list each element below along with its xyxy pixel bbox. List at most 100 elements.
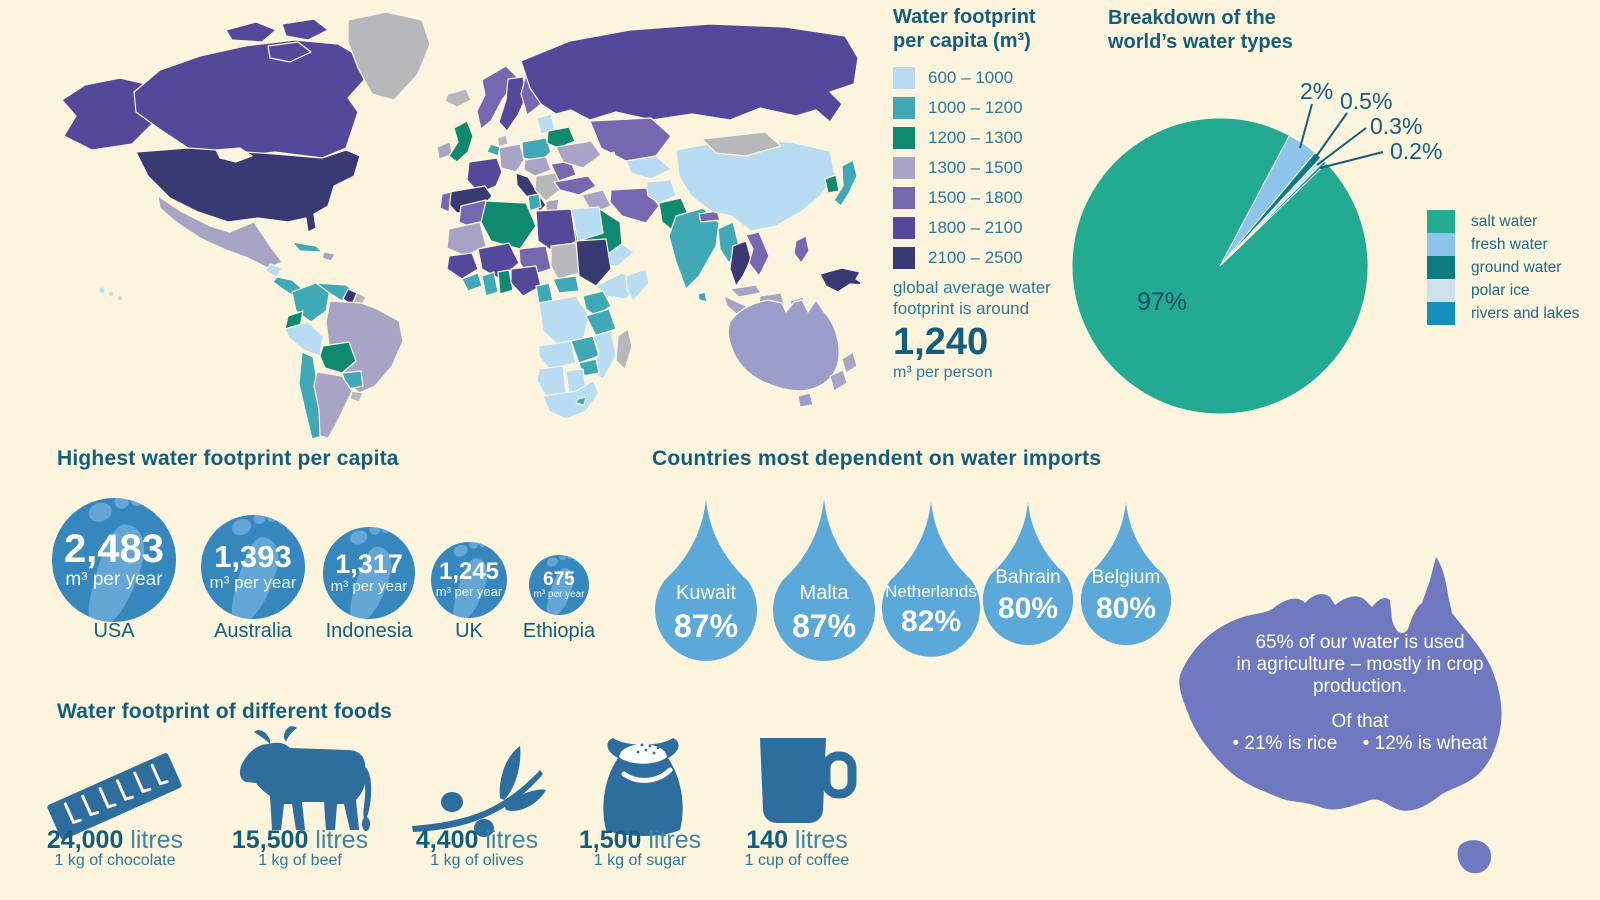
coffee-mug-icon	[738, 728, 863, 833]
legend-swatch	[893, 97, 915, 119]
region-tunisia	[527, 193, 542, 212]
drop-malta: Malta 87%	[772, 497, 876, 663]
region-germany	[498, 143, 525, 173]
legend-swatch	[893, 127, 915, 149]
great-lakes	[215, 147, 253, 163]
footprint-circle-uk: 1,245 m³ per year	[431, 542, 507, 618]
region-balkans	[534, 172, 562, 202]
region-new-zealand-south	[829, 369, 848, 392]
map-legend-rows: 600 – 1000 1000 – 1200 1200 – 1300 1300 …	[893, 67, 1083, 269]
section-title-imports: Countries most dependent on water import…	[652, 447, 1102, 470]
pie-legend: salt water fresh water ground water pola…	[1427, 210, 1580, 325]
footprint-unit: m³ per year	[65, 569, 163, 591]
sugar-sack-icon	[588, 722, 698, 852]
region-tasmania	[797, 392, 814, 408]
legend-swatch	[893, 187, 915, 209]
australia-bullet-wheat: • 12% is wheat	[1362, 733, 1488, 754]
australia-bullet-rice: • 21% is rice	[1232, 733, 1338, 754]
food-value-sugar: 1,500 litres	[578, 826, 702, 854]
region-alaska	[61, 77, 155, 151]
footprint-country-ethiopia: Ethiopia	[522, 620, 596, 642]
cow-icon	[218, 722, 388, 847]
drop-country: Malta	[799, 582, 849, 604]
australia-map	[1179, 557, 1502, 874]
pie-legend-label: fresh water	[1471, 235, 1548, 253]
region-chad	[550, 242, 580, 280]
pie-legend-swatch	[1427, 279, 1455, 302]
region-somalia	[625, 268, 650, 302]
food-label-chocolate: 1 kg of chocolate	[54, 852, 176, 869]
region-sri-lanka	[697, 291, 708, 303]
drop-percent: 87%	[791, 608, 857, 644]
pie-callout-polar-ice: 0.3%	[1370, 113, 1423, 139]
region-lesotho	[575, 396, 587, 406]
region-guatemala	[265, 263, 283, 278]
food-label-coffee: 1 cup of coffee	[744, 852, 850, 869]
legend-label: 1000 – 1200	[928, 98, 1023, 117]
food-label-sugar: 1 kg of sugar	[593, 852, 687, 869]
olive-branch-icon	[408, 740, 548, 850]
region-china	[675, 139, 836, 232]
pie-legend-label: rivers and lakes	[1471, 304, 1580, 322]
region-iceland	[444, 88, 472, 108]
drop-belgium: Belgium 80%	[1080, 500, 1172, 647]
legend-row: 600 – 1000	[893, 67, 1083, 89]
pie-legend-row: fresh water	[1427, 233, 1580, 256]
drop-bahrain: Bahrain 80%	[982, 500, 1074, 647]
footprint-circle-ethiopia: 675 m³ per year	[529, 555, 589, 615]
footprint-unit: m³ per year	[209, 573, 297, 593]
drop-percent: 80%	[997, 592, 1059, 625]
region-peru	[284, 321, 324, 357]
region-denmark	[496, 134, 509, 148]
map-legend-title: Water footprint per capita (m³)	[893, 6, 1036, 52]
drop-country: Bahrain	[995, 567, 1061, 588]
region-angola	[538, 340, 577, 370]
map-legend: Water footprint per capita (m³) 600 – 10…	[893, 5, 1083, 382]
footprint-unit: m³ per year	[435, 583, 503, 599]
region-cameroon	[535, 282, 554, 304]
footprint-country-uk: UK	[455, 620, 483, 642]
region-hispaniola	[321, 251, 336, 262]
pie-legend-row: salt water	[1427, 210, 1580, 233]
pie-legend-row: rivers and lakes	[1427, 302, 1580, 325]
caspian-sea	[598, 151, 620, 184]
region-png	[819, 267, 860, 293]
region-thailand	[729, 240, 752, 287]
global-average-value: 1,240	[893, 321, 989, 363]
region-nigeria	[510, 265, 542, 297]
region-uruguay	[349, 390, 364, 403]
pie-title: Breakdown of the world’s water types	[1108, 7, 1293, 53]
food-label-beef: 1 kg of beef	[258, 852, 342, 869]
region-korea	[824, 174, 840, 194]
footprint-circle-usa: 2,483 m³ per year	[52, 498, 176, 622]
pie-legend-row: polar ice	[1427, 279, 1580, 302]
footprint-country-usa: USA	[93, 620, 135, 642]
food-label-olives: 1 kg of olives	[430, 852, 524, 869]
region-portugal	[439, 191, 452, 213]
footprint-value: 2,483	[63, 526, 165, 571]
region-ivory-coast	[481, 271, 499, 297]
region-australia	[727, 299, 840, 392]
footprint-circle-indonesia: 1,317 m³ per year	[323, 527, 415, 619]
food-value-chocolate: 24,000 litres	[46, 826, 184, 854]
region-argentina	[313, 371, 353, 439]
footprint-value: 1,393	[214, 539, 292, 575]
region-hawaii	[99, 287, 122, 300]
region-kazakhstan	[589, 117, 672, 162]
region-madagascar	[615, 328, 633, 370]
region-mongolia	[701, 131, 782, 157]
legend-label: 1300 – 1500	[928, 158, 1023, 177]
region-sweden	[498, 76, 528, 132]
section-title-footprints: Highest water footprint per capita	[57, 447, 399, 470]
legend-label: 2100 – 2500	[928, 248, 1023, 267]
region-iran	[609, 187, 660, 224]
region-mexico	[157, 195, 283, 269]
region-benelux	[486, 143, 501, 157]
food-value-coffee: 140 litres	[746, 826, 848, 854]
pie-slices	[1071, 117, 1369, 415]
drop-country: Kuwait	[675, 582, 737, 604]
region-ukraine	[555, 140, 602, 169]
drop-percent: 82%	[900, 605, 962, 638]
australia-text-line2: in agriculture – mostly in crop	[1236, 654, 1484, 675]
pie-legend-row: ground water	[1427, 256, 1580, 279]
